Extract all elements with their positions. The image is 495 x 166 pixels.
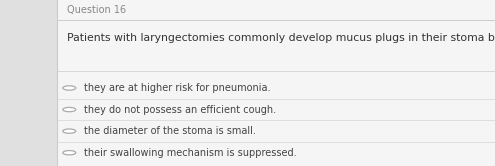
Text: they do not possess an efficient cough.: they do not possess an efficient cough. <box>84 105 276 115</box>
Text: Patients with laryngectomies commonly develop mucus plugs in their stoma because: Patients with laryngectomies commonly de… <box>67 33 495 43</box>
Circle shape <box>63 107 76 112</box>
Text: they are at higher risk for pneumonia.: they are at higher risk for pneumonia. <box>84 83 271 93</box>
Text: their swallowing mechanism is suppressed.: their swallowing mechanism is suppressed… <box>84 148 297 158</box>
Bar <box>57 0 495 166</box>
Text: Question 16: Question 16 <box>67 5 126 15</box>
Bar <box>0 0 57 166</box>
Text: the diameter of the stoma is small.: the diameter of the stoma is small. <box>84 126 256 136</box>
Circle shape <box>63 151 76 155</box>
Circle shape <box>63 86 76 90</box>
Circle shape <box>63 129 76 133</box>
